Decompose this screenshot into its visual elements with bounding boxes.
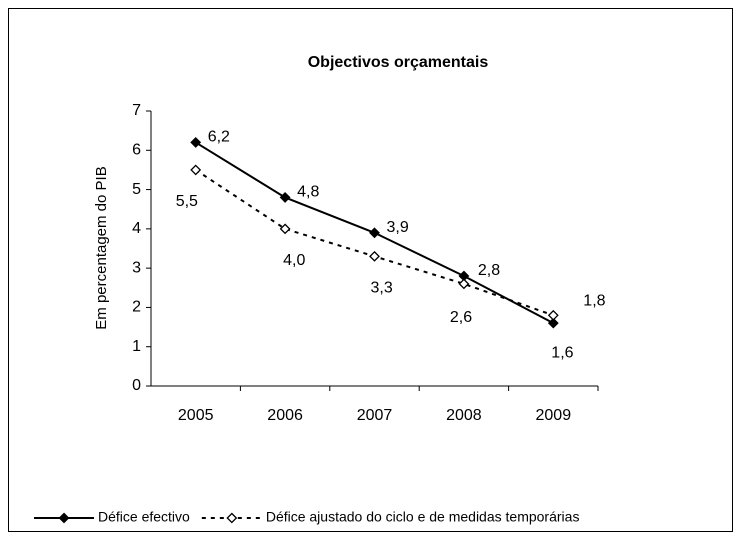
data-label: 6,2 bbox=[208, 129, 230, 146]
data-label: 2,8 bbox=[478, 262, 500, 279]
x-tick-label: 2008 bbox=[446, 407, 482, 424]
data-point bbox=[369, 250, 380, 262]
data-point bbox=[190, 137, 202, 148]
legend-label: Défice efectivo bbox=[98, 509, 190, 525]
data-label: 1,6 bbox=[551, 344, 573, 361]
x-tick-label: 2006 bbox=[267, 407, 303, 424]
data-label: 5,5 bbox=[176, 193, 198, 210]
data-point bbox=[279, 223, 291, 235]
data-label: 3,9 bbox=[387, 219, 409, 236]
chart-title: Objectivos orçamentais bbox=[308, 54, 489, 71]
data-point bbox=[547, 309, 559, 321]
y-tick-label: 2 bbox=[132, 299, 141, 316]
data-label: 1,8 bbox=[583, 293, 605, 310]
legend-marker bbox=[58, 512, 70, 524]
y-tick-label: 4 bbox=[132, 220, 141, 237]
y-tick-label: 0 bbox=[132, 377, 141, 394]
x-tick-label: 2009 bbox=[536, 407, 572, 424]
data-label: 2,6 bbox=[450, 309, 472, 326]
y-tick-label: 6 bbox=[132, 142, 141, 159]
data-point bbox=[547, 317, 559, 329]
y-tick-label: 5 bbox=[132, 181, 141, 198]
data-label: 3,3 bbox=[371, 280, 393, 297]
legend-label: Défice ajustado do ciclo e de medidas te… bbox=[266, 509, 580, 525]
data-point bbox=[279, 192, 291, 203]
x-tick-label: 2005 bbox=[178, 407, 214, 424]
data-point bbox=[458, 278, 470, 290]
chart-border bbox=[8, 8, 733, 532]
data-point bbox=[190, 164, 202, 176]
legend-marker bbox=[226, 512, 238, 524]
data-label: 4,8 bbox=[297, 184, 319, 201]
y-tick-label: 3 bbox=[132, 259, 141, 276]
y-tick-label: 1 bbox=[132, 338, 141, 355]
x-tick-label: 2007 bbox=[357, 407, 393, 424]
y-axis-label: Em percentagem do PIB bbox=[93, 166, 110, 329]
data-point bbox=[369, 227, 380, 239]
y-tick-label: 7 bbox=[132, 102, 141, 119]
data-label: 4,0 bbox=[283, 252, 305, 269]
